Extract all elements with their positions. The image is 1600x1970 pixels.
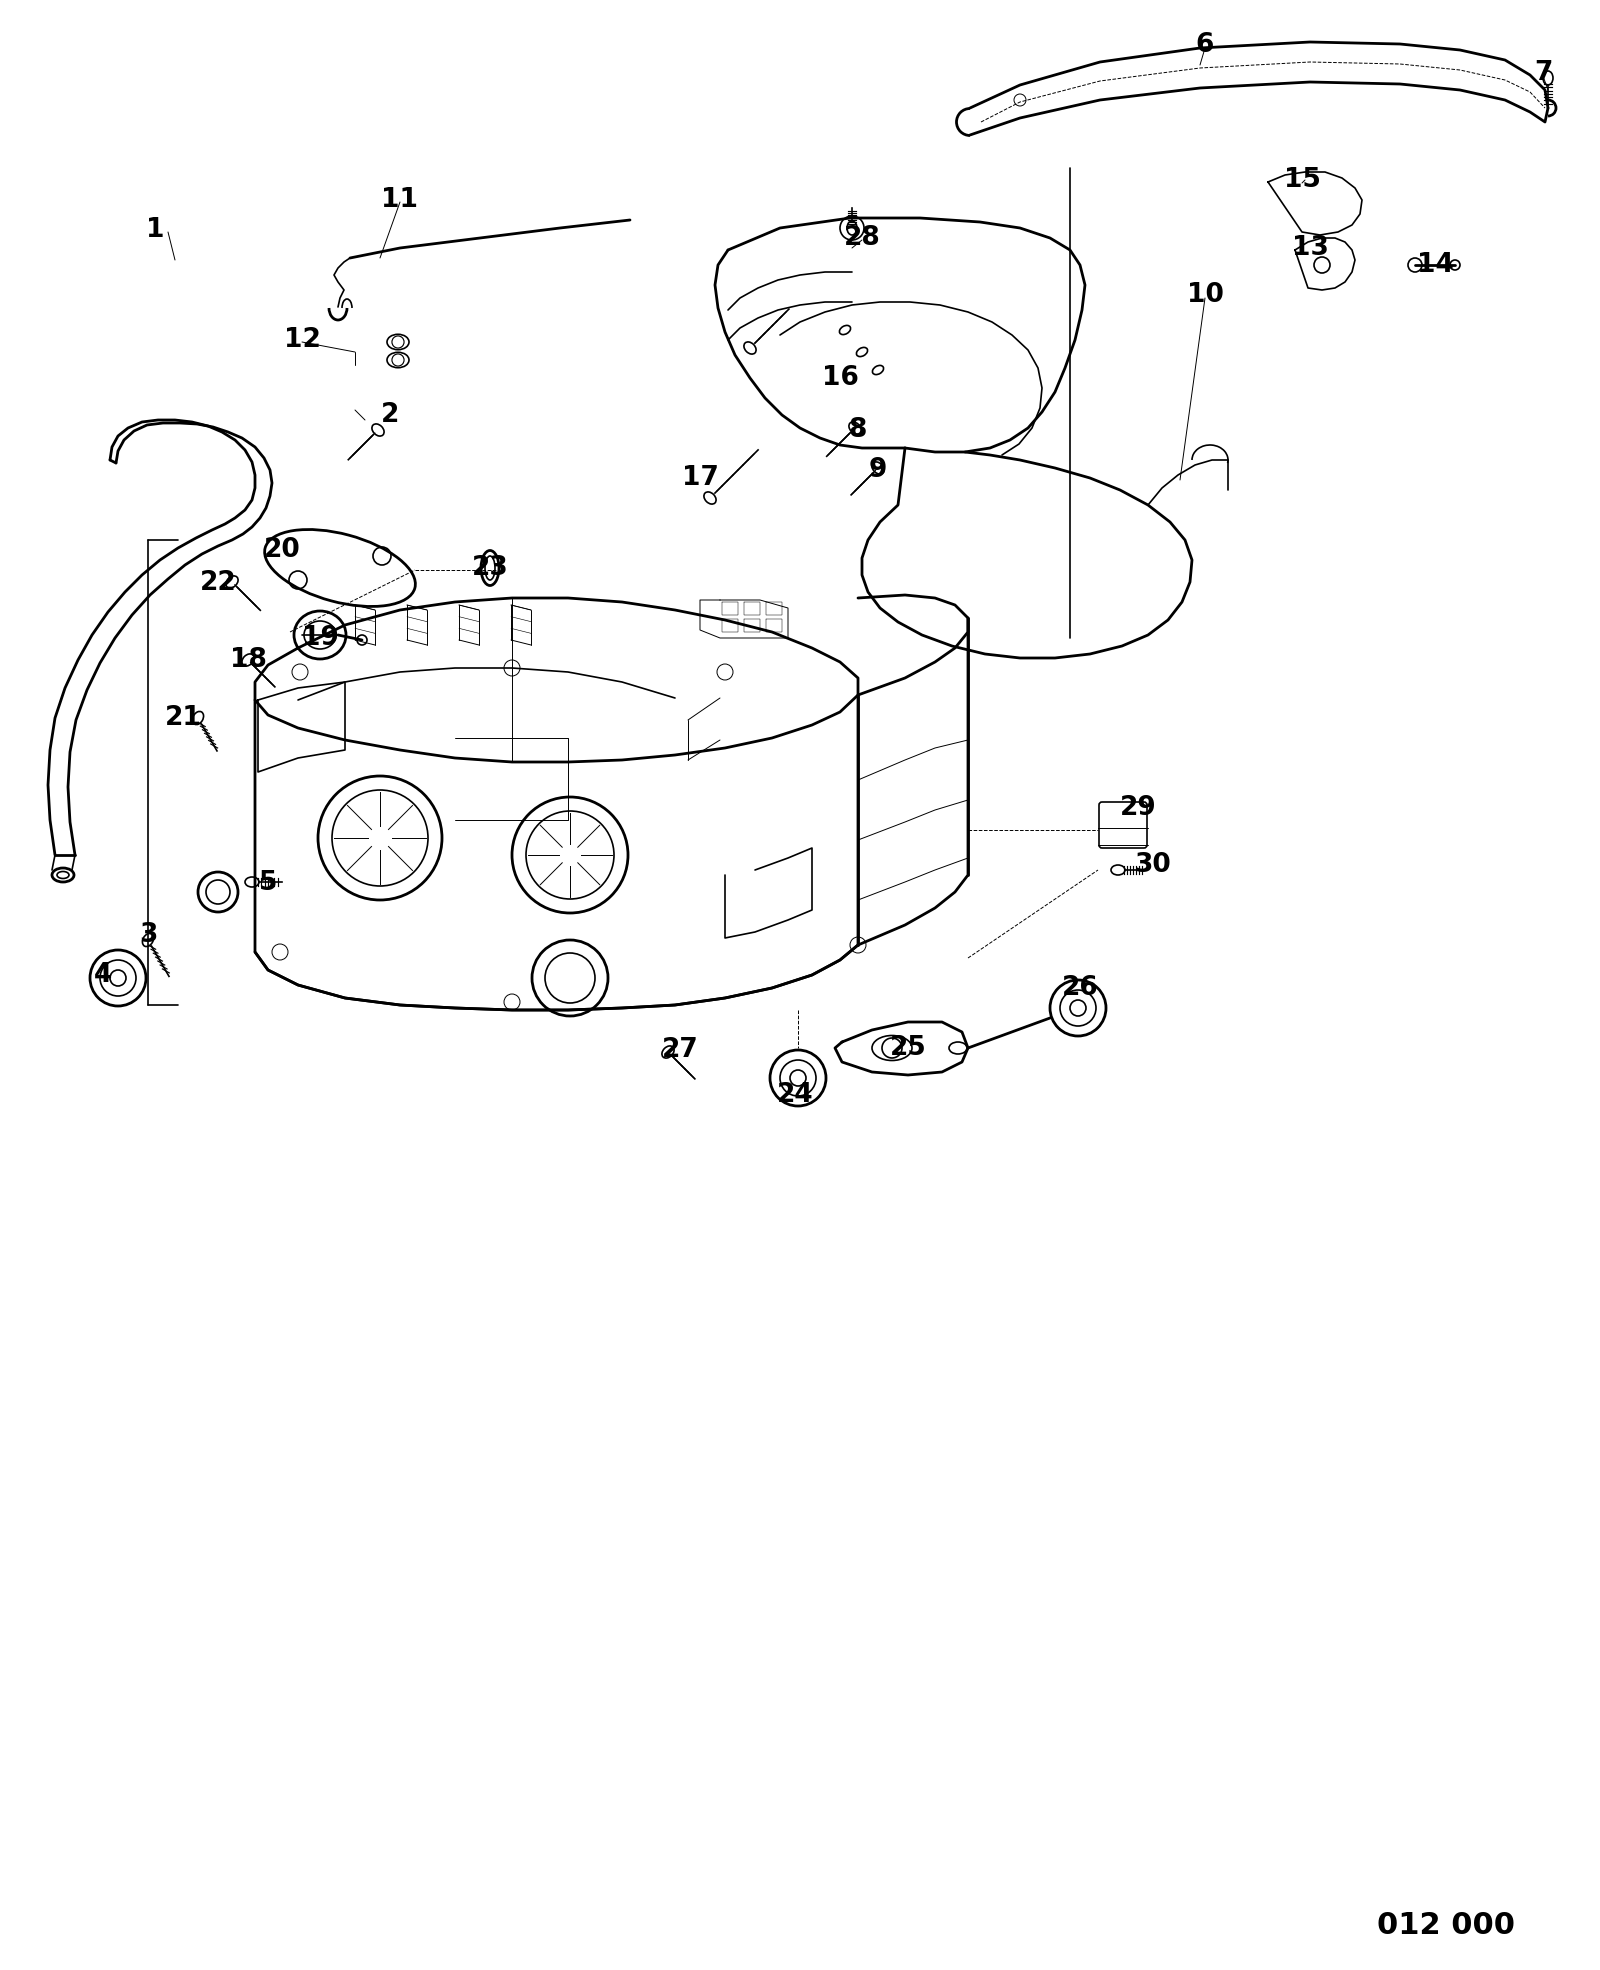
Ellipse shape xyxy=(1110,865,1125,875)
Text: 18: 18 xyxy=(229,646,267,674)
Text: 15: 15 xyxy=(1283,167,1320,193)
Text: 6: 6 xyxy=(1195,32,1214,57)
Text: 13: 13 xyxy=(1291,234,1328,260)
Text: 20: 20 xyxy=(264,538,301,563)
Text: 23: 23 xyxy=(472,556,509,581)
Text: 27: 27 xyxy=(662,1036,698,1064)
Text: 11: 11 xyxy=(381,187,419,213)
Ellipse shape xyxy=(846,221,858,234)
Text: 12: 12 xyxy=(283,327,320,353)
Ellipse shape xyxy=(245,877,259,886)
Text: 16: 16 xyxy=(821,364,859,390)
Text: 1: 1 xyxy=(146,217,165,242)
Text: 10: 10 xyxy=(1187,282,1224,307)
Ellipse shape xyxy=(744,343,757,355)
Ellipse shape xyxy=(226,575,238,589)
Text: 8: 8 xyxy=(850,418,867,443)
Ellipse shape xyxy=(142,934,154,946)
Text: 25: 25 xyxy=(890,1034,926,1062)
Text: 21: 21 xyxy=(165,705,202,731)
Text: 19: 19 xyxy=(301,624,339,650)
Text: 2: 2 xyxy=(381,402,398,427)
Text: 9: 9 xyxy=(869,457,886,483)
Text: 4: 4 xyxy=(94,961,112,989)
Ellipse shape xyxy=(242,654,254,666)
Ellipse shape xyxy=(850,422,861,433)
Text: 3: 3 xyxy=(139,922,157,948)
Text: 17: 17 xyxy=(682,465,718,491)
Text: 7: 7 xyxy=(1534,59,1552,87)
Text: 24: 24 xyxy=(776,1082,813,1107)
Text: 5: 5 xyxy=(259,871,277,896)
Text: 29: 29 xyxy=(1120,796,1157,821)
Ellipse shape xyxy=(662,1046,674,1058)
Ellipse shape xyxy=(704,492,717,504)
Text: 26: 26 xyxy=(1062,975,1098,1001)
Ellipse shape xyxy=(1542,71,1554,85)
Text: 30: 30 xyxy=(1134,851,1171,879)
Text: 14: 14 xyxy=(1416,252,1453,278)
Ellipse shape xyxy=(371,424,384,435)
Text: 28: 28 xyxy=(843,225,880,250)
Ellipse shape xyxy=(872,461,885,475)
Ellipse shape xyxy=(192,711,203,725)
Text: 22: 22 xyxy=(200,569,237,597)
Text: 012 000: 012 000 xyxy=(1378,1911,1515,1940)
